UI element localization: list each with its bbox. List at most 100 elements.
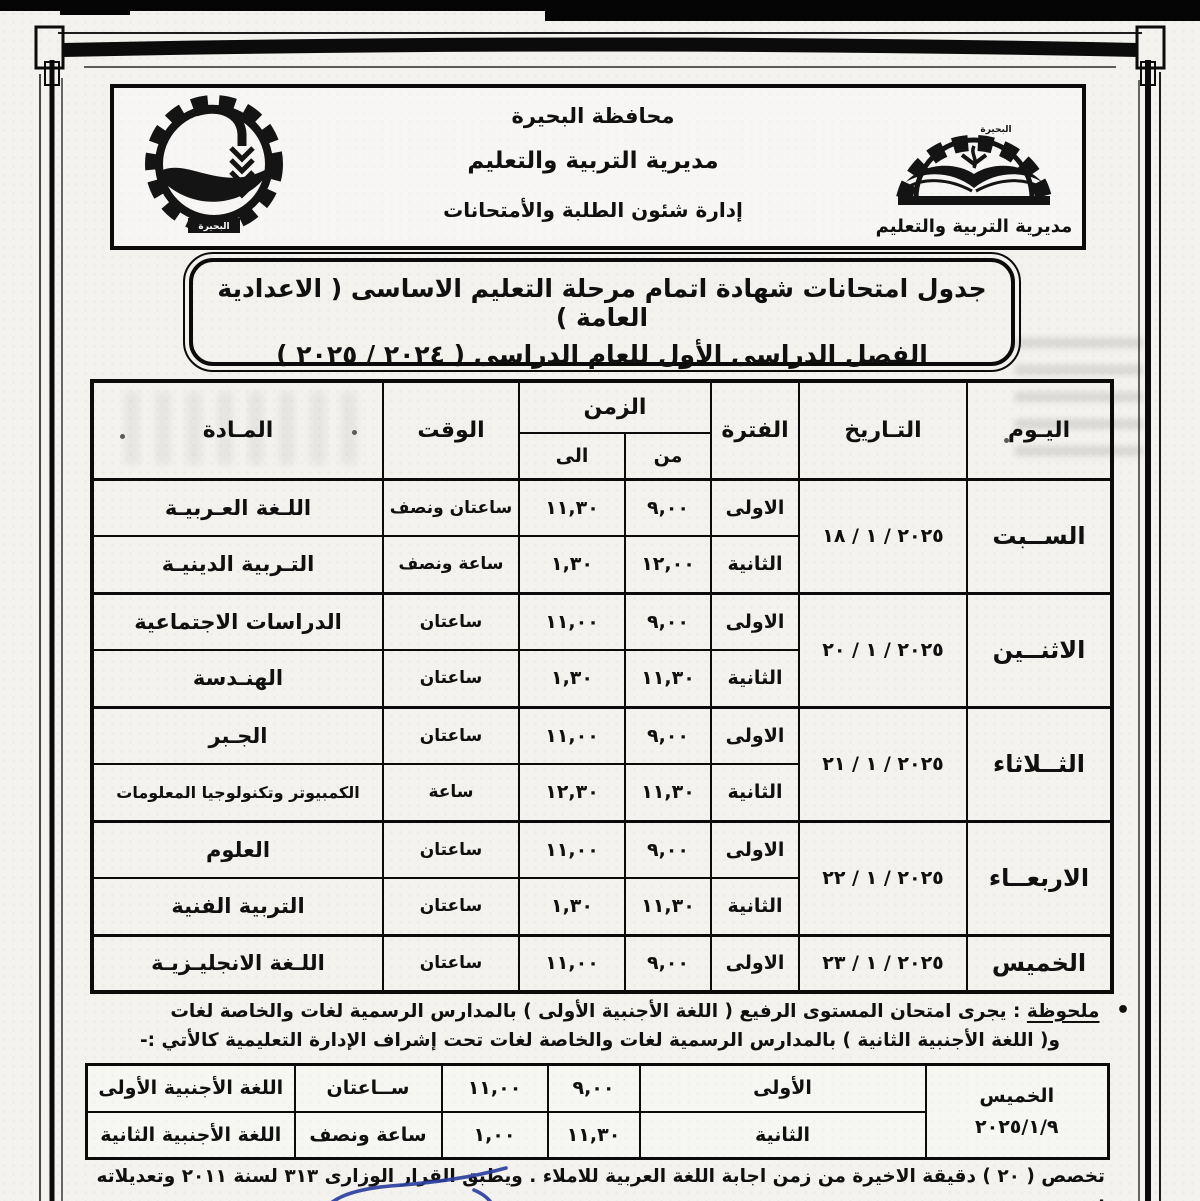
duration-cell: ساعتان [382,933,520,993]
col-header-time-from: من [624,432,712,480]
day-cell: الخميس ٢٠٢٥/١/٩ [924,1063,1110,1160]
period-cell: الثانية [638,1110,927,1160]
note-label: ملحوظة [1026,1001,1100,1022]
day-label: الخميس [979,1085,1055,1108]
table-row: الخميس ٢٠٢٥/١/٩ الأولى ٩,٠٠ ١١,٠٠ ســاعت… [85,1063,1110,1160]
department-name: إدارة شئون الطلبة والأمتحانات [443,198,743,222]
letterhead-box: محافظة البحيرة مديرية التربية والتعليم إ… [110,84,1086,250]
scan-artifact-bar [545,0,1200,21]
title-line2-text: الفصل الدراسى الأول للعام الدراسى [473,340,928,369]
duration-cell: ساعتان [382,649,520,708]
language-exam-table: الخميس ٢٠٢٥/١/٩ الأولى ٩,٠٠ ١١,٠٠ ســاعت… [85,1063,1110,1160]
time-from-cell: ١١,٣٠ [546,1110,641,1160]
table-row: الثــلاثاء ٢٠٢٥ / ١ / ٢١ الاولى ٩,٠٠ ١١,… [91,705,1113,822]
footer-note: تخصص ( ٢٠ ) دقيقة الاخيرة من زمن اجابة ا… [92,1166,1105,1201]
logo-small-text: البحيرة [980,125,1011,135]
time-from-cell: ٩,٠٠ [546,1063,641,1113]
col-header-subject: المـادة [91,380,384,480]
period-cell: الثانية [710,763,800,822]
title-line1: جدول امتحانات شهادة اتمام مرحلة التعليم … [217,274,987,332]
period-cell: الثانية [710,535,800,594]
day-cell: الســبت [966,477,1113,594]
time-to-cell: ١١,٣٠ [518,477,626,537]
subject-cell: الدراسات الاجتماعية [91,591,384,651]
day-cell: الاثنــين [966,591,1113,708]
exam-schedule-table-wrapper: اليـوم التـاريخ الفترة الزمن الوقت المـا… [90,379,1114,994]
time-from-cell: ١١,٣٠ [624,877,712,936]
period-cell: الاولى [710,933,800,993]
col-header-time-to: الى [518,432,626,480]
education-directorate-logo-block: البحيرة مديرية التربية والتعليم [874,90,1074,237]
period-cell: الاولى [710,591,800,651]
day-cell: الخميس [966,933,1113,993]
period-cell: الأولى [638,1063,927,1113]
time-from-cell: ٩,٠٠ [624,591,712,651]
period-cell: الاولى [710,819,800,879]
table-row: الثانية ١١,٣٠ ١,٣٠ ساعتان التربية الفنية [91,877,1112,936]
time-from-cell: ١١,٣٠ [624,763,712,822]
time-to-cell: ١,٣٠ [518,649,626,708]
time-from-cell: ١١,٣٠ [624,649,712,708]
col-header-duration: الوقت [382,380,520,480]
duration-cell: ساعة ونصف [293,1110,443,1160]
language-exam-table-wrapper: الخميس ٢٠٢٥/١/٩ الأولى ٩,٠٠ ١١,٠٠ ســاعت… [85,1063,1110,1160]
scan-artifact-bar [60,0,130,15]
day-cell: الاربعــاء [966,819,1113,936]
time-to-cell: ١١,٠٠ [440,1063,549,1113]
duration-cell: ساعة [382,763,520,822]
col-header-day: اليـوم [966,380,1113,480]
date-cell: ٢٠٢٥ / ١ / ١٨ [798,477,968,594]
banner-text: البحيرة [198,222,229,232]
subject-cell: اللغة الأجنبية الأولى [85,1063,296,1113]
note-line2: و( اللغة الأجنبية الثانية ) بالمدارس الر… [139,1030,1060,1051]
subject-cell: العلوم [91,819,384,879]
subject-cell: اللغة الأجنبية الثانية [85,1110,296,1160]
time-to-cell: ١١,٠٠ [518,705,626,765]
time-to-cell: ١,٠٠ [440,1110,549,1160]
footer-text-part2: لسنة ٢٠١١ وتعديلاته . [96,1166,1105,1201]
col-header-period: الفترة [710,380,800,480]
subject-cell: الكمبيوتر وتكنولوجيا المعلومات [91,763,384,822]
time-to-cell: ١١,٠٠ [518,591,626,651]
time-to-cell: ١١,٠٠ [518,933,626,993]
time-to-cell: ١٢,٣٠ [518,763,626,822]
table-row: الخميس ٢٠٢٥ / ١ / ٢٣ الاولى ٩,٠٠ ١١,٠٠ س… [91,933,1113,993]
date-label: ٢٠٢٥/١/٩ [975,1115,1059,1138]
table-row: الثانية ١٢,٠٠ ١,٣٠ ساعة ونصف التـربية ال… [91,535,1112,594]
time-from-cell: ٩,٠٠ [624,933,712,993]
period-cell: الثانية [710,649,800,708]
education-directorate-logo: البحيرة [896,125,1052,205]
date-cell: ٢٠٢٥ / ١ / ٢١ [798,705,968,822]
table-row: الثانية ١١,٣٠ ١,٣٠ ساعتان الهنـدسة [91,649,1112,708]
day-cell: الثــلاثاء [966,705,1113,822]
note-line1-text: : يجرى امتحان المستوى الرفيع ( اللغة الأ… [170,1001,1021,1022]
time-to-cell: ١,٣٠ [518,535,626,594]
date-cell: ٢٠٢٥ / ١ / ٢٠ [798,591,968,708]
table-row: الثانية ١١,٣٠ ١,٠٠ ساعة ونصف اللغة الأجن… [85,1110,1109,1160]
col-header-time: الزمن [518,380,712,434]
duration-cell: ساعتان ونصف [382,477,520,537]
title-line2: الفصل الدراسى الأول للعام الدراسى ( ٢٠٢٤… [193,340,1011,369]
subject-cell: التربية الفنية [91,877,384,936]
duration-cell: ساعتان [382,591,520,651]
note-line1: • ملحوظة : يجرى امتحان المستوى الرفيع ( … [70,998,1130,1023]
duration-cell: ساعة ونصف [382,535,520,594]
table-row: الســبت ٢٠٢٥ / ١ / ١٨ الاولى ٩,٠٠ ١١,٣٠ … [91,477,1113,594]
duration-cell: ساعتان [382,819,520,879]
title-line2-years: ( ٢٠٢٤ / ٢٠٢٥ ) [276,340,466,369]
date-cell: ٢٠٢٥ / ١ / ٢٢ [798,819,968,936]
date-cell: ٢٠٢٥ / ١ / ٢٣ [798,933,968,993]
table-row: الاثنــين ٢٠٢٥ / ١ / ٢٠ الاولى ٩,٠٠ ١١,٠… [91,591,1113,708]
directorate-name: مديرية التربية والتعليم [467,148,719,174]
subject-cell: التـربية الدينيـة [91,535,384,594]
table-row: الاربعــاء ٢٠٢٥ / ١ / ٢٢ الاولى ٩,٠٠ ١١,… [91,819,1113,936]
time-to-cell: ١,٣٠ [518,877,626,936]
exam-schedule-table: اليـوم التـاريخ الفترة الزمن الوقت المـا… [90,379,1114,994]
bullet-icon: • [1115,998,1130,1023]
nile-wave [156,166,272,202]
note-block: • ملحوظة : يجرى امتحان المستوى الرفيع ( … [70,998,1130,1051]
governorate-name: محافظة البحيرة [511,104,675,128]
document-title-box: جدول امتحانات شهادة اتمام مرحلة التعليم … [183,252,1021,372]
banner [188,218,240,233]
